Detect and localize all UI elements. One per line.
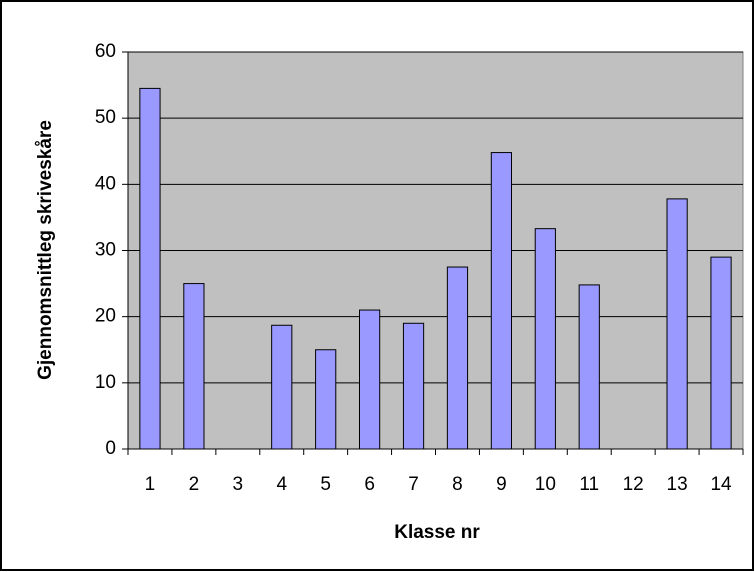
x-tick-label: 3 [233, 474, 244, 495]
x-tick-label: 2 [189, 474, 200, 495]
y-tick-label: 10 [95, 372, 116, 393]
y-tick-label: 20 [95, 306, 116, 327]
x-tick-label: 11 [579, 474, 599, 495]
bar [139, 87, 161, 450]
y-tick-label: 60 [95, 41, 116, 62]
bar [666, 198, 688, 450]
y-tick-label: 50 [95, 107, 116, 128]
y-axis-title: Gjennomsnittleg skriveskåre [35, 120, 56, 380]
x-tick-label: 14 [710, 474, 732, 495]
x-tick-label: 9 [496, 474, 507, 495]
x-tick-label: 6 [364, 474, 375, 495]
x-tick-label: 4 [276, 474, 287, 495]
bar [271, 324, 293, 450]
bar [534, 228, 556, 450]
bar [402, 322, 425, 450]
bar [359, 309, 381, 450]
x-tick-label: 13 [667, 474, 688, 495]
bar [710, 256, 732, 450]
bar [578, 284, 600, 450]
y-tick-label: 30 [95, 240, 116, 261]
x-tick-label: 1 [145, 474, 156, 495]
x-tick-label: 12 [623, 474, 644, 495]
y-tick-label: 0 [105, 438, 116, 459]
bar [446, 266, 469, 450]
bar [490, 152, 512, 450]
x-axis-title: Klasse nr [394, 522, 480, 543]
bar [183, 283, 205, 450]
x-tick-label: 7 [408, 474, 419, 495]
x-tick-label: 10 [535, 474, 556, 495]
x-tick-label: 5 [320, 474, 331, 495]
x-tick-label: 8 [452, 474, 463, 495]
y-tick-label: 40 [95, 173, 116, 194]
bar [315, 349, 337, 450]
